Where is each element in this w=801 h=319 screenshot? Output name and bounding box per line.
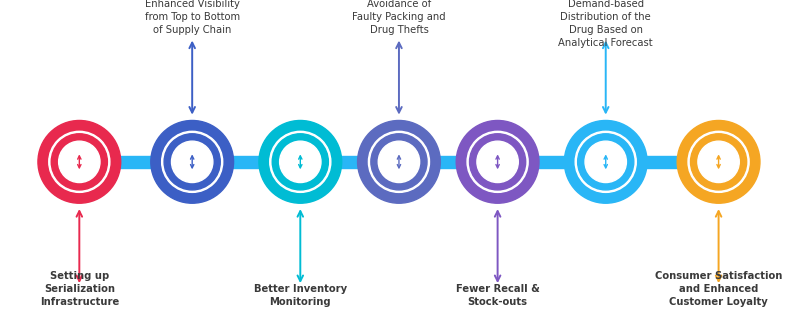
Text: Enhanced Visibility
from Top to Bottom
of Supply Chain: Enhanced Visibility from Top to Bottom o… [145,0,239,35]
Circle shape [469,134,525,190]
Text: Consumer Satisfaction
and Enhanced
Customer Loyalty: Consumer Satisfaction and Enhanced Custo… [655,271,783,307]
Circle shape [357,121,441,203]
Circle shape [151,121,234,203]
Circle shape [578,134,634,190]
Circle shape [272,134,328,190]
Circle shape [49,131,110,192]
Circle shape [698,141,739,182]
Circle shape [58,141,100,182]
Circle shape [171,141,213,182]
Circle shape [270,131,331,192]
Circle shape [371,134,427,190]
Circle shape [280,141,321,182]
Circle shape [565,121,647,203]
Circle shape [378,141,420,182]
Circle shape [575,131,636,192]
Text: Avoidance of
Faulty Packing and
Drug Thefts: Avoidance of Faulty Packing and Drug The… [352,0,446,35]
Circle shape [38,121,121,203]
Circle shape [368,131,429,192]
Circle shape [477,141,518,182]
Circle shape [467,131,528,192]
Circle shape [585,141,626,182]
Circle shape [51,134,107,190]
Circle shape [162,131,223,192]
Circle shape [164,134,220,190]
Circle shape [457,121,539,203]
Circle shape [259,121,342,203]
Bar [79,156,718,168]
Text: Better Inventory
Monitoring: Better Inventory Monitoring [254,284,347,307]
Circle shape [688,131,749,192]
Text: Fewer Recall &
Stock-outs: Fewer Recall & Stock-outs [456,284,540,307]
Text: Demand-based
Distribution of the
Drug Based on
Analytical Forecast: Demand-based Distribution of the Drug Ba… [558,0,653,48]
Circle shape [677,121,760,203]
Circle shape [690,134,747,190]
Text: Setting up
Serialization
Infrastructure: Setting up Serialization Infrastructure [40,271,119,307]
